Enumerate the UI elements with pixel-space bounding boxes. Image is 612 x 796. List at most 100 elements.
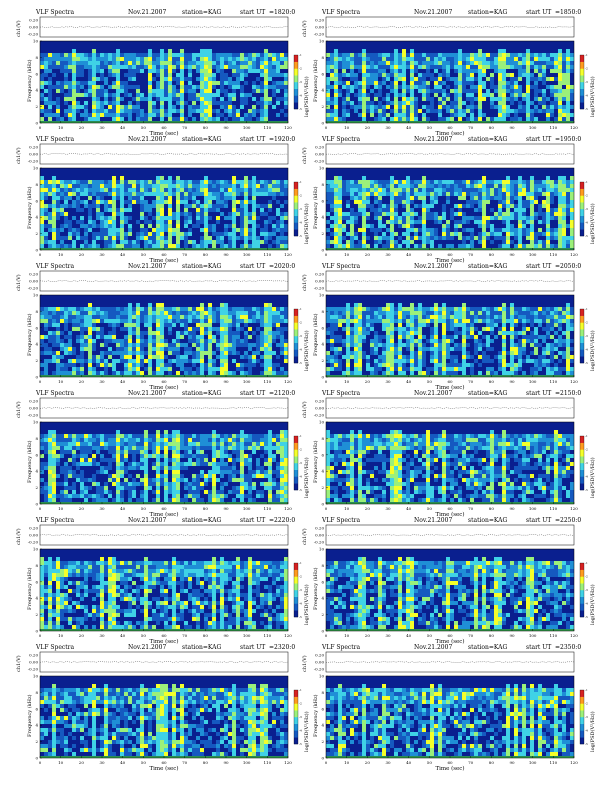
- heatmap-cell: [268, 200, 272, 204]
- heatmap-cell: [152, 339, 156, 343]
- heatmap-cell: [92, 240, 96, 244]
- heatmap-cell: [156, 188, 160, 192]
- heatmap-cell: [128, 363, 132, 367]
- heatmap-cell: [216, 315, 220, 319]
- colorbar-tick-label: -3: [299, 334, 302, 338]
- heatmap-cell: [558, 69, 562, 73]
- heatmap-cell: [334, 73, 338, 77]
- heatmap-cell: [128, 355, 132, 359]
- heatmap-cell: [168, 53, 172, 57]
- heatmap-cell: [216, 200, 220, 204]
- heatmap-cell: [56, 61, 60, 65]
- heatmap-cell: [498, 244, 502, 248]
- heatmap-cell: [566, 236, 570, 240]
- y-tick-label: 6: [35, 325, 38, 330]
- heatmap-cell: [450, 89, 454, 93]
- heatmap-cell: [232, 212, 236, 216]
- heatmap-cell: [374, 69, 378, 73]
- heatmap-cell: [442, 89, 446, 93]
- heatmap-cell: [140, 228, 144, 232]
- colorbar-segment: [580, 229, 584, 236]
- heatmap-cell: [120, 339, 124, 343]
- heatmap-cell: [362, 200, 366, 204]
- heatmap-cell: [338, 117, 342, 121]
- heatmap-cell: [40, 343, 44, 347]
- colorbar-segment: [294, 55, 298, 62]
- heatmap-cell: [264, 93, 268, 97]
- heatmap-cell: [44, 367, 48, 371]
- heatmap-cell: [116, 85, 120, 89]
- heatmap-cell: [382, 307, 386, 311]
- heatmap-cell: [168, 105, 172, 109]
- heatmap-cell: [100, 65, 104, 69]
- heatmap-cell: [208, 339, 212, 343]
- heatmap-cell: [44, 196, 48, 200]
- heatmap-cell: [152, 184, 156, 188]
- heatmap-cell: [88, 81, 92, 85]
- heatmap-cell: [410, 311, 414, 315]
- heatmap-cell: [268, 216, 272, 220]
- heatmap-cell: [220, 101, 224, 105]
- heatmap-cell: [566, 109, 570, 113]
- heatmap-cell: [140, 307, 144, 311]
- heatmap-cell: [280, 339, 284, 343]
- heatmap-cell: [502, 244, 506, 248]
- heatmap-cell: [100, 363, 104, 367]
- heatmap-cell: [430, 180, 434, 184]
- heatmap-cell: [204, 49, 208, 53]
- heatmap-cell: [386, 327, 390, 331]
- heatmap-cell: [156, 69, 160, 73]
- heatmap-cell: [48, 311, 52, 315]
- heatmap-cell: [434, 331, 438, 335]
- heatmap-cell: [72, 307, 76, 311]
- heatmap-cell: [366, 101, 370, 105]
- heatmap-cell: [426, 53, 430, 57]
- heatmap-cell: [510, 192, 514, 196]
- heatmap-cell: [502, 327, 506, 331]
- heatmap-cell: [358, 180, 362, 184]
- heatmap-cell: [482, 85, 486, 89]
- heatmap-cell: [354, 303, 358, 307]
- heatmap-cell: [216, 65, 220, 69]
- heatmap-cell: [398, 93, 402, 97]
- heatmap-cell: [264, 347, 268, 351]
- heatmap-cell: [264, 335, 268, 339]
- heatmap-cell: [478, 315, 482, 319]
- heatmap-cell: [204, 57, 208, 61]
- heatmap-cell: [52, 224, 56, 228]
- heatmap-cell: [232, 323, 236, 327]
- heatmap-cell: [276, 208, 280, 212]
- heatmap-cell: [128, 105, 132, 109]
- heatmap-cell: [406, 65, 410, 69]
- heatmap-cell: [546, 192, 550, 196]
- frequency-axis-label: Frequency (kHz): [312, 59, 319, 102]
- x-tick-label: 90: [223, 252, 229, 257]
- heatmap-cell: [502, 331, 506, 335]
- heatmap-cell: [398, 184, 402, 188]
- heatmap-cell: [44, 363, 48, 367]
- heatmap-cell: [566, 327, 570, 331]
- heatmap-cell: [362, 61, 366, 65]
- heatmap-cell: [92, 319, 96, 323]
- ch1-tick-label: 0.20: [315, 272, 324, 277]
- heatmap-cell: [338, 228, 342, 232]
- heatmap-cell: [216, 339, 220, 343]
- heatmap-cell: [490, 184, 494, 188]
- heatmap-cell: [510, 212, 514, 216]
- heatmap-cell: [56, 343, 60, 347]
- heatmap-cell: [200, 347, 204, 351]
- heatmap-cell: [244, 208, 248, 212]
- heatmap-cell: [534, 53, 538, 57]
- heatmap-cell: [204, 53, 208, 57]
- heatmap-cell: [530, 244, 534, 248]
- heatmap-cell: [334, 85, 338, 89]
- heatmap-cell: [188, 57, 192, 61]
- heatmap-cell: [378, 204, 382, 208]
- heatmap-cell: [136, 232, 140, 236]
- heatmap-cell: [546, 57, 550, 61]
- heatmap-cell: [382, 236, 386, 240]
- heatmap-cell: [554, 212, 558, 216]
- heatmap-cell: [240, 224, 244, 228]
- colorbar-segment: [294, 69, 298, 76]
- heatmap-cell: [60, 117, 64, 121]
